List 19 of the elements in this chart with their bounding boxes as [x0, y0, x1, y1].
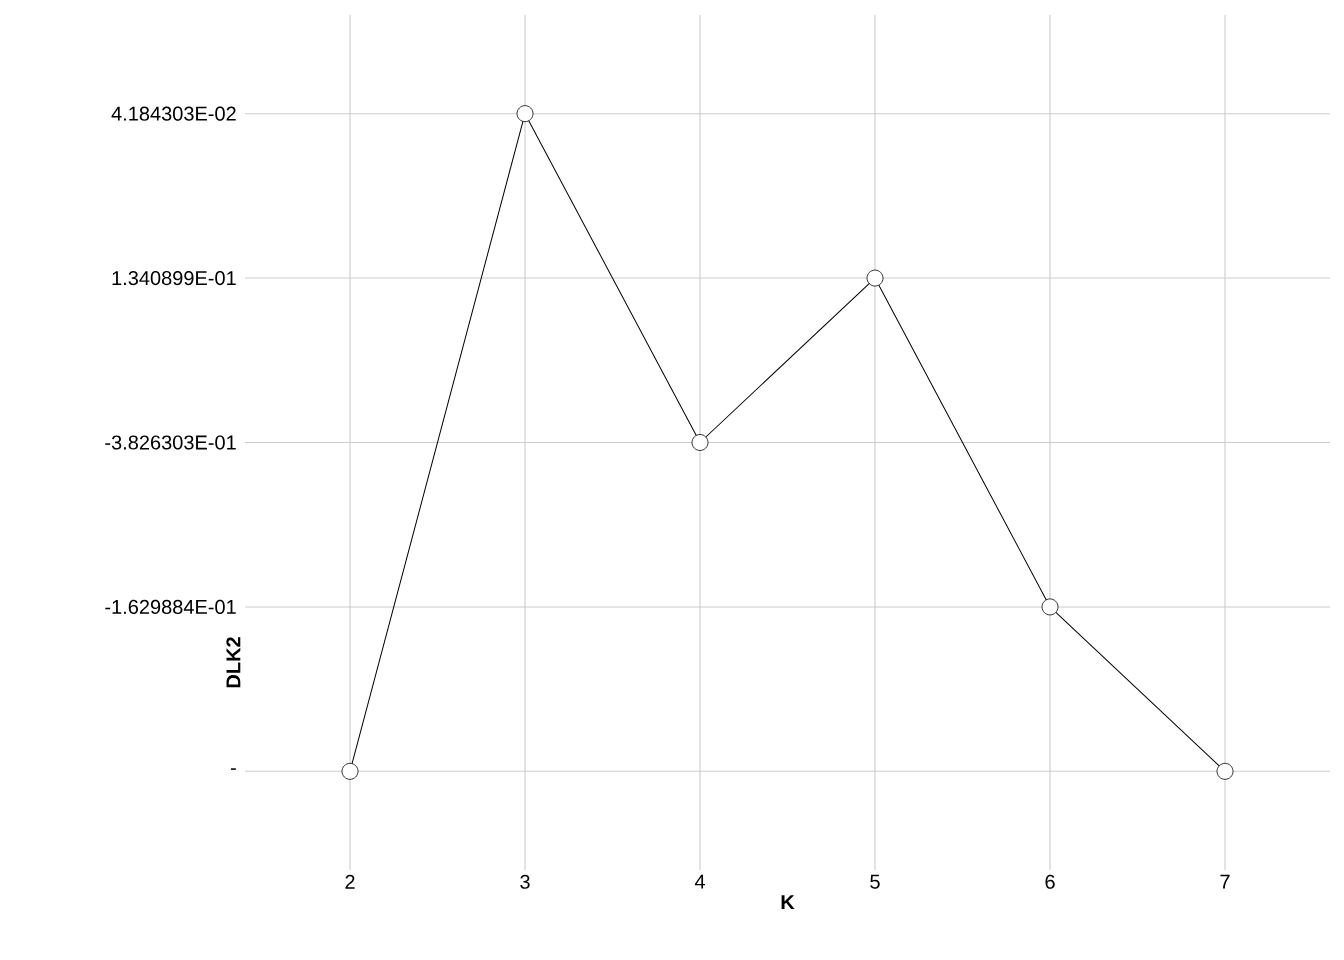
x-tick-label: 4 [694, 874, 705, 889]
x-tick-label: 7 [1220, 874, 1230, 889]
point [1216, 762, 1234, 780]
ref-line-label: -3.826303E-01 [105, 435, 236, 450]
point [341, 762, 359, 780]
ref-line-label: - [230, 768, 236, 770]
ref-line-label: -1.629884E-01 [105, 599, 236, 614]
x-tick-label: 2 [345, 874, 355, 889]
x-tick-label: 6 [1045, 874, 1055, 889]
ref-line-label: 1.340899E-01 [112, 270, 236, 286]
ref-line-label: 4.184303E-02 [111, 106, 236, 121]
x-axis-title: K [781, 895, 795, 910]
point [1041, 598, 1059, 616]
point [691, 434, 709, 451]
x-tick-label: 5 [870, 874, 880, 889]
point [866, 269, 884, 287]
y-axis-title: DLK2 [226, 637, 241, 688]
x-tick-label: 3 [520, 874, 530, 889]
point [516, 105, 534, 123]
